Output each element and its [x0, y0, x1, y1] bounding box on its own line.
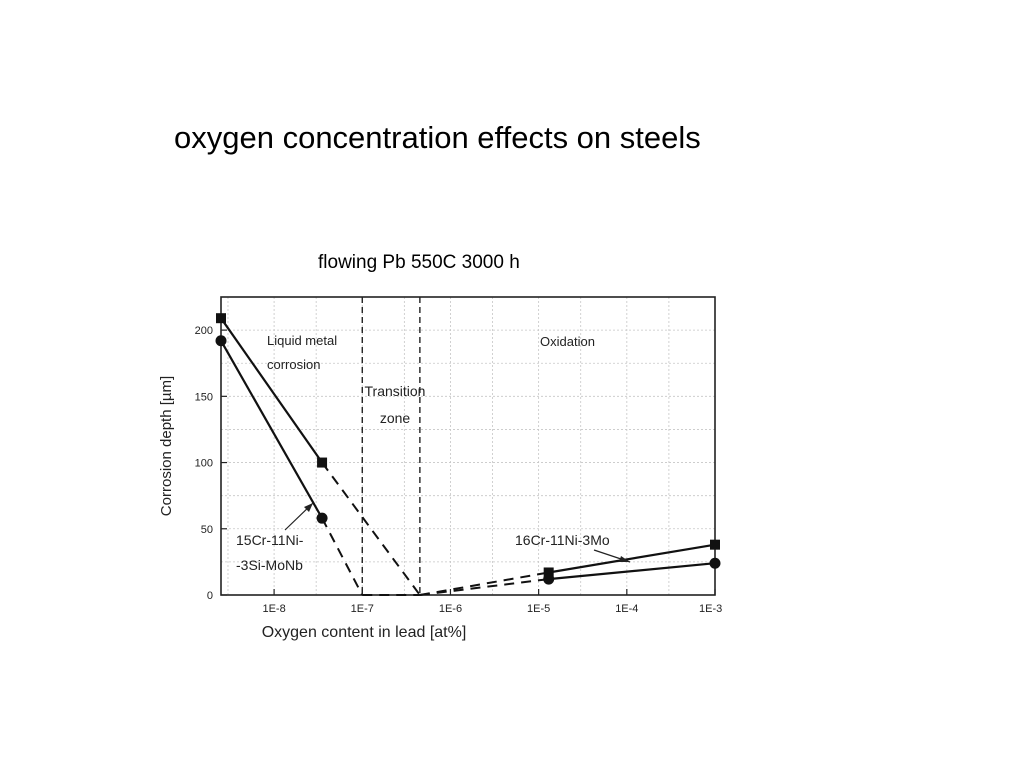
slide-title: oxygen concentration effects on steels [174, 120, 701, 155]
data-point-square [710, 539, 720, 550]
data-point-circle [543, 573, 555, 585]
x-axis-label: Oxygen content in lead [at%] [262, 624, 467, 641]
series-line-solid [548, 562, 716, 581]
series-line-solid [548, 543, 716, 574]
data-point-circle [709, 557, 721, 569]
data-point-circle [215, 335, 227, 347]
y-axis-label: Corrosion depth [µm] [158, 376, 175, 516]
x-tick-label: 1E-6 [439, 603, 462, 615]
plot-frame [220, 296, 716, 596]
y-tick-label: 150 [195, 391, 213, 403]
y-tick-label: 100 [195, 458, 213, 470]
x-tick-label: 1E-7 [351, 603, 374, 615]
grid [221, 297, 715, 595]
annotation-steel1-line2: -3Si-MoNb [236, 557, 303, 573]
zone-label-oxidation: Oxidation [540, 334, 595, 349]
annotation-steel1-arrowhead [304, 503, 313, 512]
y-tick-label: 0 [207, 590, 213, 602]
data-point-circle [316, 512, 328, 524]
zone-label-transition-line1: Transition [365, 383, 426, 399]
zone-label-liquid-line2: corrosion [267, 357, 320, 372]
y-tick-label: 50 [201, 524, 213, 536]
series-line-solid [220, 317, 323, 464]
y-tick-label: 200 [195, 325, 213, 337]
series-line-dashed [321, 461, 421, 596]
series-line-solid [220, 340, 324, 519]
series [215, 313, 721, 596]
series-line-dashed [419, 571, 549, 596]
data-point-square [216, 313, 226, 324]
zone-label-transition-line2: zone [380, 410, 411, 426]
x-tick-label: 1E-8 [262, 603, 285, 615]
series-line-dashed [419, 578, 549, 596]
zone-label-liquid-line1: Liquid metal [267, 333, 337, 348]
zone-boundaries [361, 297, 421, 595]
annotation-steel2-arrowhead [619, 556, 630, 562]
annotation-steel1-line1: 15Cr-11Ni- [236, 532, 304, 548]
x-tick-label: 1E-5 [527, 603, 550, 615]
x-tick-label: 1E-4 [615, 603, 638, 615]
annotation-steel2: 16Cr-11Ni-3Mo [515, 532, 610, 548]
data-point-square [317, 457, 328, 468]
axes: 0 50 100 150 200 1E-8 1E-7 1E-6 1E-5 1E-4 1E-3 [195, 325, 723, 615]
chart-subtitle: flowing Pb 550C 3000 h [318, 252, 520, 273]
data-point-square [543, 567, 554, 578]
series-line-dashed [321, 517, 364, 596]
x-tick-label: 1E-3 [699, 603, 722, 615]
